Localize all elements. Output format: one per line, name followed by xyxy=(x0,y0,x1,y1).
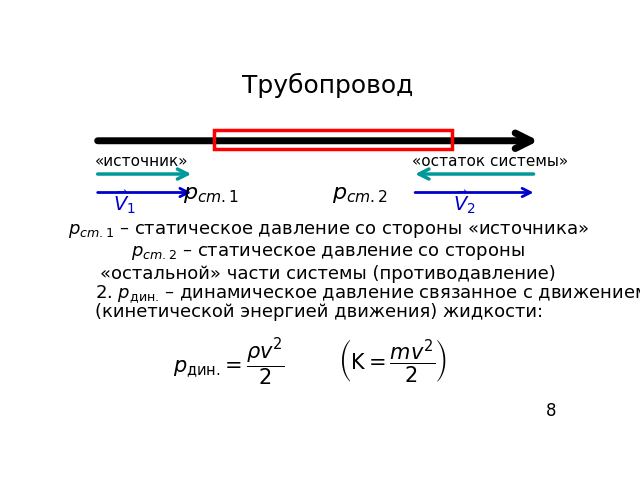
Text: $p_{\mathit{\text{дин.}}} = \dfrac{\rho v^2}{2}$: $p_{\mathit{\text{дин.}}} = \dfrac{\rho … xyxy=(173,336,285,388)
Bar xyxy=(214,130,452,149)
Text: $p_{\mathit{cm}.2}$: $p_{\mathit{cm}.2}$ xyxy=(332,185,388,205)
Text: 8: 8 xyxy=(546,402,556,420)
Text: 2. $p_{\mathit{\text{дин.}}}$ – динамическое давление связанное с движением: 2. $p_{\mathit{\text{дин.}}}$ – динамиче… xyxy=(95,283,640,305)
Text: $\left( \mathrm{K} = \dfrac{mv^2}{2} \right)$: $\left( \mathrm{K} = \dfrac{mv^2}{2} \ri… xyxy=(338,336,447,384)
Text: (кинетической энергией движения) жидкости:: (кинетической энергией движения) жидкост… xyxy=(95,303,543,322)
Text: «источник»: «источник» xyxy=(95,154,188,168)
Text: Трубопровод: Трубопровод xyxy=(243,72,413,97)
Text: $p_{\mathit{cm}.1}$ – статическое давление со стороны «источника»: $p_{\mathit{cm}.1}$ – статическое давлен… xyxy=(68,222,588,240)
Text: $p_{\mathit{cm}.1}$: $p_{\mathit{cm}.1}$ xyxy=(183,185,239,205)
Text: $p_{\mathit{cm}.2}$ – статическое давление со стороны
«остальной» части системы : $p_{\mathit{cm}.2}$ – статическое давлен… xyxy=(100,244,556,283)
Text: $\vec{V}_2$: $\vec{V}_2$ xyxy=(453,189,476,216)
Text: $\vec{V}_1$: $\vec{V}_1$ xyxy=(113,189,136,216)
Text: «остаток системы»: «остаток системы» xyxy=(412,154,568,168)
